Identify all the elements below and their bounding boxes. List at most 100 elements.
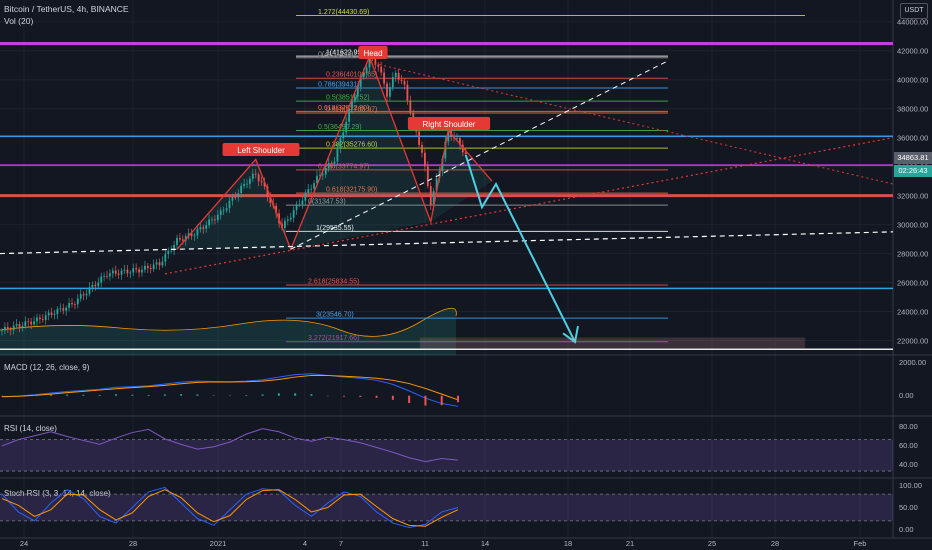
candle-body <box>240 185 243 194</box>
candle-body <box>103 275 105 277</box>
price-tick-label: 42000.00 <box>897 47 928 56</box>
candle-body <box>333 161 336 164</box>
last-price-badge: 34863.81 <box>894 152 932 164</box>
indicator-series-line <box>1 428 459 463</box>
candle-body <box>459 138 461 145</box>
candle-body <box>91 284 94 288</box>
pattern-fill <box>290 56 431 250</box>
candle-body <box>155 262 158 265</box>
pattern-label: Head <box>363 49 382 58</box>
candle-body <box>65 307 68 311</box>
candle-body <box>62 308 65 311</box>
fib-level-label: 3(23546.70) <box>316 312 354 319</box>
macd-histogram-bar <box>115 394 117 396</box>
candle-body <box>321 174 324 176</box>
candle-body <box>222 210 225 212</box>
candle-body <box>351 100 353 109</box>
candle-body <box>111 270 114 274</box>
candle-body <box>39 317 41 320</box>
candle-body <box>88 287 91 294</box>
candle-body <box>164 253 167 262</box>
candle-body <box>394 72 397 78</box>
candle-body <box>284 220 286 228</box>
candle-body <box>237 193 240 198</box>
candle-body <box>292 210 295 218</box>
candle-body <box>6 326 9 330</box>
candle-body <box>444 141 447 159</box>
projection-arrowhead <box>562 325 579 344</box>
candle-body <box>214 219 216 221</box>
candle-body <box>114 270 117 274</box>
candle-body <box>97 282 100 287</box>
candle-body <box>109 273 111 277</box>
candle-body <box>362 73 365 78</box>
macd-histogram-bar <box>82 394 85 396</box>
candle-body <box>208 219 210 226</box>
candle-body <box>47 312 50 316</box>
macd-histogram-bar <box>1 395 3 397</box>
macd-histogram-bar <box>343 395 345 397</box>
currency-button[interactable]: USDT <box>900 3 928 19</box>
candle-body <box>219 210 222 215</box>
macd-histogram-bar <box>359 395 362 397</box>
candle-body <box>12 325 15 331</box>
candle-body <box>211 219 213 221</box>
candle-body <box>260 181 263 183</box>
candle-body <box>15 324 18 326</box>
candle-body <box>397 72 400 80</box>
candle-body <box>316 175 318 184</box>
candle-body <box>263 182 266 187</box>
candle-body <box>181 239 184 241</box>
volume-ma-line <box>0 308 457 337</box>
countdown-badge: 02:26:43 <box>894 165 932 177</box>
time-tick-label: 7 <box>339 539 343 548</box>
support-trend-dotted <box>164 137 894 275</box>
macd-histogram-bar <box>408 395 411 404</box>
candle-body <box>59 308 62 310</box>
candle-body <box>132 268 135 273</box>
volume-area <box>0 308 457 355</box>
candle-body <box>234 196 237 198</box>
macd-histogram-bar <box>294 393 297 396</box>
candle-body <box>76 298 79 305</box>
candle-body <box>391 77 394 88</box>
candle-body <box>418 131 420 145</box>
time-tick-label: 25 <box>708 539 716 548</box>
candle-body <box>435 178 438 192</box>
candle-body <box>18 324 21 328</box>
candle-body <box>386 83 388 97</box>
macd-histogram-bar <box>261 394 264 396</box>
candle-body <box>310 188 313 190</box>
symbol-title: Bitcoin / TetherUS, 4h, BINANCE <box>4 4 129 14</box>
candle-body <box>53 314 56 316</box>
candle-body <box>74 304 76 305</box>
candle-body <box>251 173 254 179</box>
price-tick-label: 36000.00 <box>897 134 928 143</box>
macd-histogram-bar <box>245 395 248 396</box>
macd-histogram-bar <box>98 394 101 396</box>
fib-level-label: 0.618(37812.80) <box>318 105 369 112</box>
candle-body <box>424 152 426 167</box>
candle-body <box>202 227 205 229</box>
fib-level-label: 0(31347.53) <box>308 199 346 206</box>
macd-histogram-bar <box>457 395 459 403</box>
candle-body <box>377 64 380 67</box>
candle-body <box>193 235 196 237</box>
candle-body <box>41 319 44 321</box>
fib-level-label: 0(41514.08) <box>318 51 356 58</box>
macd-histogram-bar <box>163 394 166 396</box>
candle-body <box>126 269 129 274</box>
macd-histogram-bar <box>424 395 427 406</box>
neckline-extension <box>290 60 669 250</box>
candle-body <box>68 303 70 308</box>
candle-body <box>304 192 307 201</box>
candle-body <box>412 112 415 122</box>
rsi-title: RSI (14, close) <box>4 424 57 433</box>
candle-body <box>24 321 27 327</box>
candle-body <box>266 186 269 197</box>
candle-body <box>190 233 193 236</box>
candle-body <box>461 144 464 153</box>
candle-body <box>50 312 53 316</box>
candle-body <box>179 237 181 240</box>
